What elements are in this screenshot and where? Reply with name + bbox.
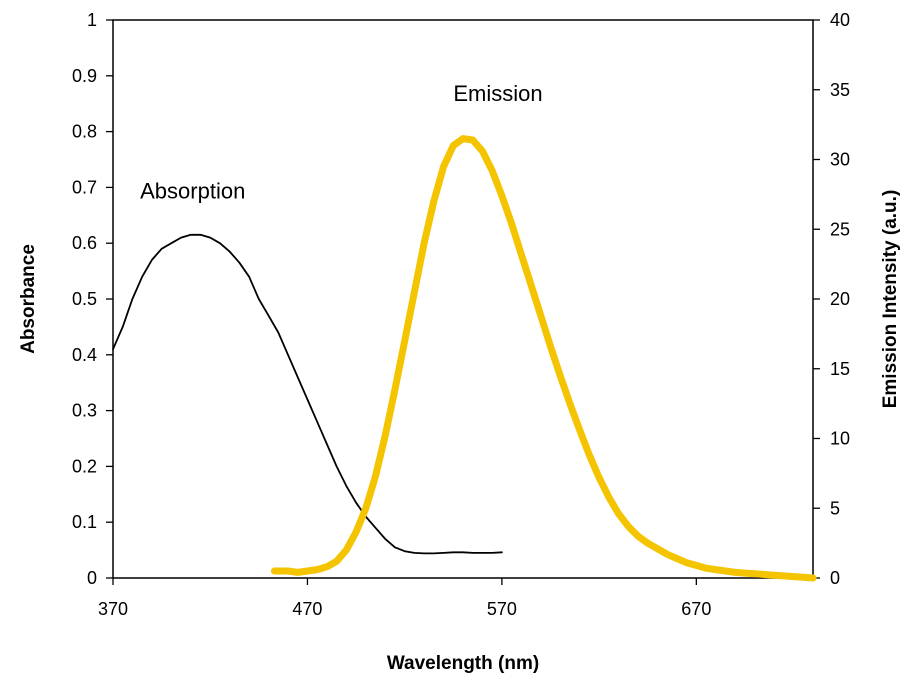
- left-y-axis-title: Absorbance: [18, 244, 39, 354]
- absorption-series-line: [113, 235, 502, 554]
- x-axis-title: Wavelength (nm): [387, 653, 539, 674]
- right-y-axis-title: Emission Intensity (a.u.): [880, 190, 901, 409]
- right-y-tick-label: 10: [830, 429, 850, 449]
- right-y-axis: 0 5 10 15 20 25 30 35 40: [813, 10, 850, 588]
- left-y-tick-label: 0.8: [72, 122, 97, 142]
- left-y-tick-label: 0.6: [72, 233, 97, 253]
- annotation-layer: Absorption Emission: [140, 81, 542, 204]
- x-tick-label: 470: [292, 599, 322, 619]
- right-y-tick-label: 30: [830, 150, 850, 170]
- left-y-tick-label: 0.9: [72, 66, 97, 86]
- emission-annotation: Emission: [453, 81, 542, 106]
- left-y-tick-label: 1: [87, 10, 97, 30]
- x-tick-label: 370: [98, 599, 128, 619]
- right-y-tick-label: 20: [830, 289, 850, 309]
- right-y-tick-label: 35: [830, 80, 850, 100]
- right-y-tick-label: 40: [830, 10, 850, 30]
- left-y-tick-label: 0.1: [72, 512, 97, 532]
- x-tick-label: 670: [681, 599, 711, 619]
- right-y-tick-label: 15: [830, 359, 850, 379]
- x-tick-label: 570: [487, 599, 517, 619]
- left-y-tick-label: 0.4: [72, 345, 97, 365]
- left-y-tick-label: 0.5: [72, 289, 97, 309]
- left-y-tick-label: 0.2: [72, 456, 97, 476]
- left-y-tick-label: 0.3: [72, 401, 97, 421]
- left-y-axis: 0 0.1 0.2 0.3 0.4 0.5 0.6 0.7 0.8 0.9 1: [72, 10, 113, 588]
- left-y-tick-label: 0.7: [72, 177, 97, 197]
- left-y-tick-label: 0: [87, 568, 97, 588]
- right-y-tick-label: 0: [830, 568, 840, 588]
- x-axis: 370 470 570 670: [98, 578, 711, 619]
- series-layer: [113, 139, 813, 578]
- absorption-annotation: Absorption: [140, 179, 245, 204]
- right-y-tick-label: 5: [830, 498, 840, 518]
- right-y-tick-label: 25: [830, 219, 850, 239]
- emission-series-line: [274, 139, 813, 578]
